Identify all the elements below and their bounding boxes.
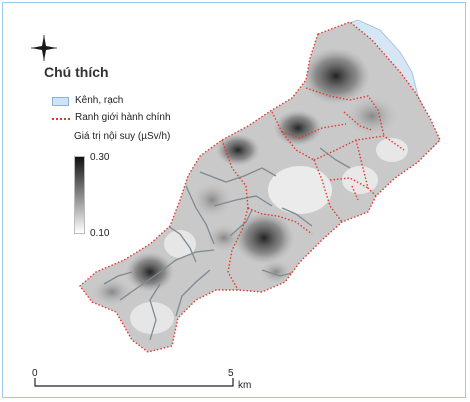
ramp-title: Giá trị nội suy (µSv/h) (74, 131, 171, 142)
ramp-min-label: 0.10 (90, 228, 110, 239)
interpolation-surface (80, 22, 440, 352)
boundary-legend-swatch (52, 118, 70, 120)
value-ramp (74, 156, 85, 234)
canal-network (103, 147, 351, 341)
ramp-max-label: 0.30 (90, 152, 110, 163)
scale-unit-label: km (238, 380, 252, 391)
scale-mid-label: 5 (228, 368, 234, 379)
admin-boundaries (79, 21, 441, 353)
boundary-legend-label: Ranh giới hành chính (75, 112, 171, 123)
scale-bar (34, 378, 234, 387)
legend-title: Chú thích (44, 64, 109, 80)
scale-start-label: 0 (32, 368, 38, 379)
canal-legend-label: Kênh, rạch (75, 95, 124, 106)
canal-legend-swatch (52, 97, 69, 106)
north-arrow-icon (31, 35, 57, 61)
